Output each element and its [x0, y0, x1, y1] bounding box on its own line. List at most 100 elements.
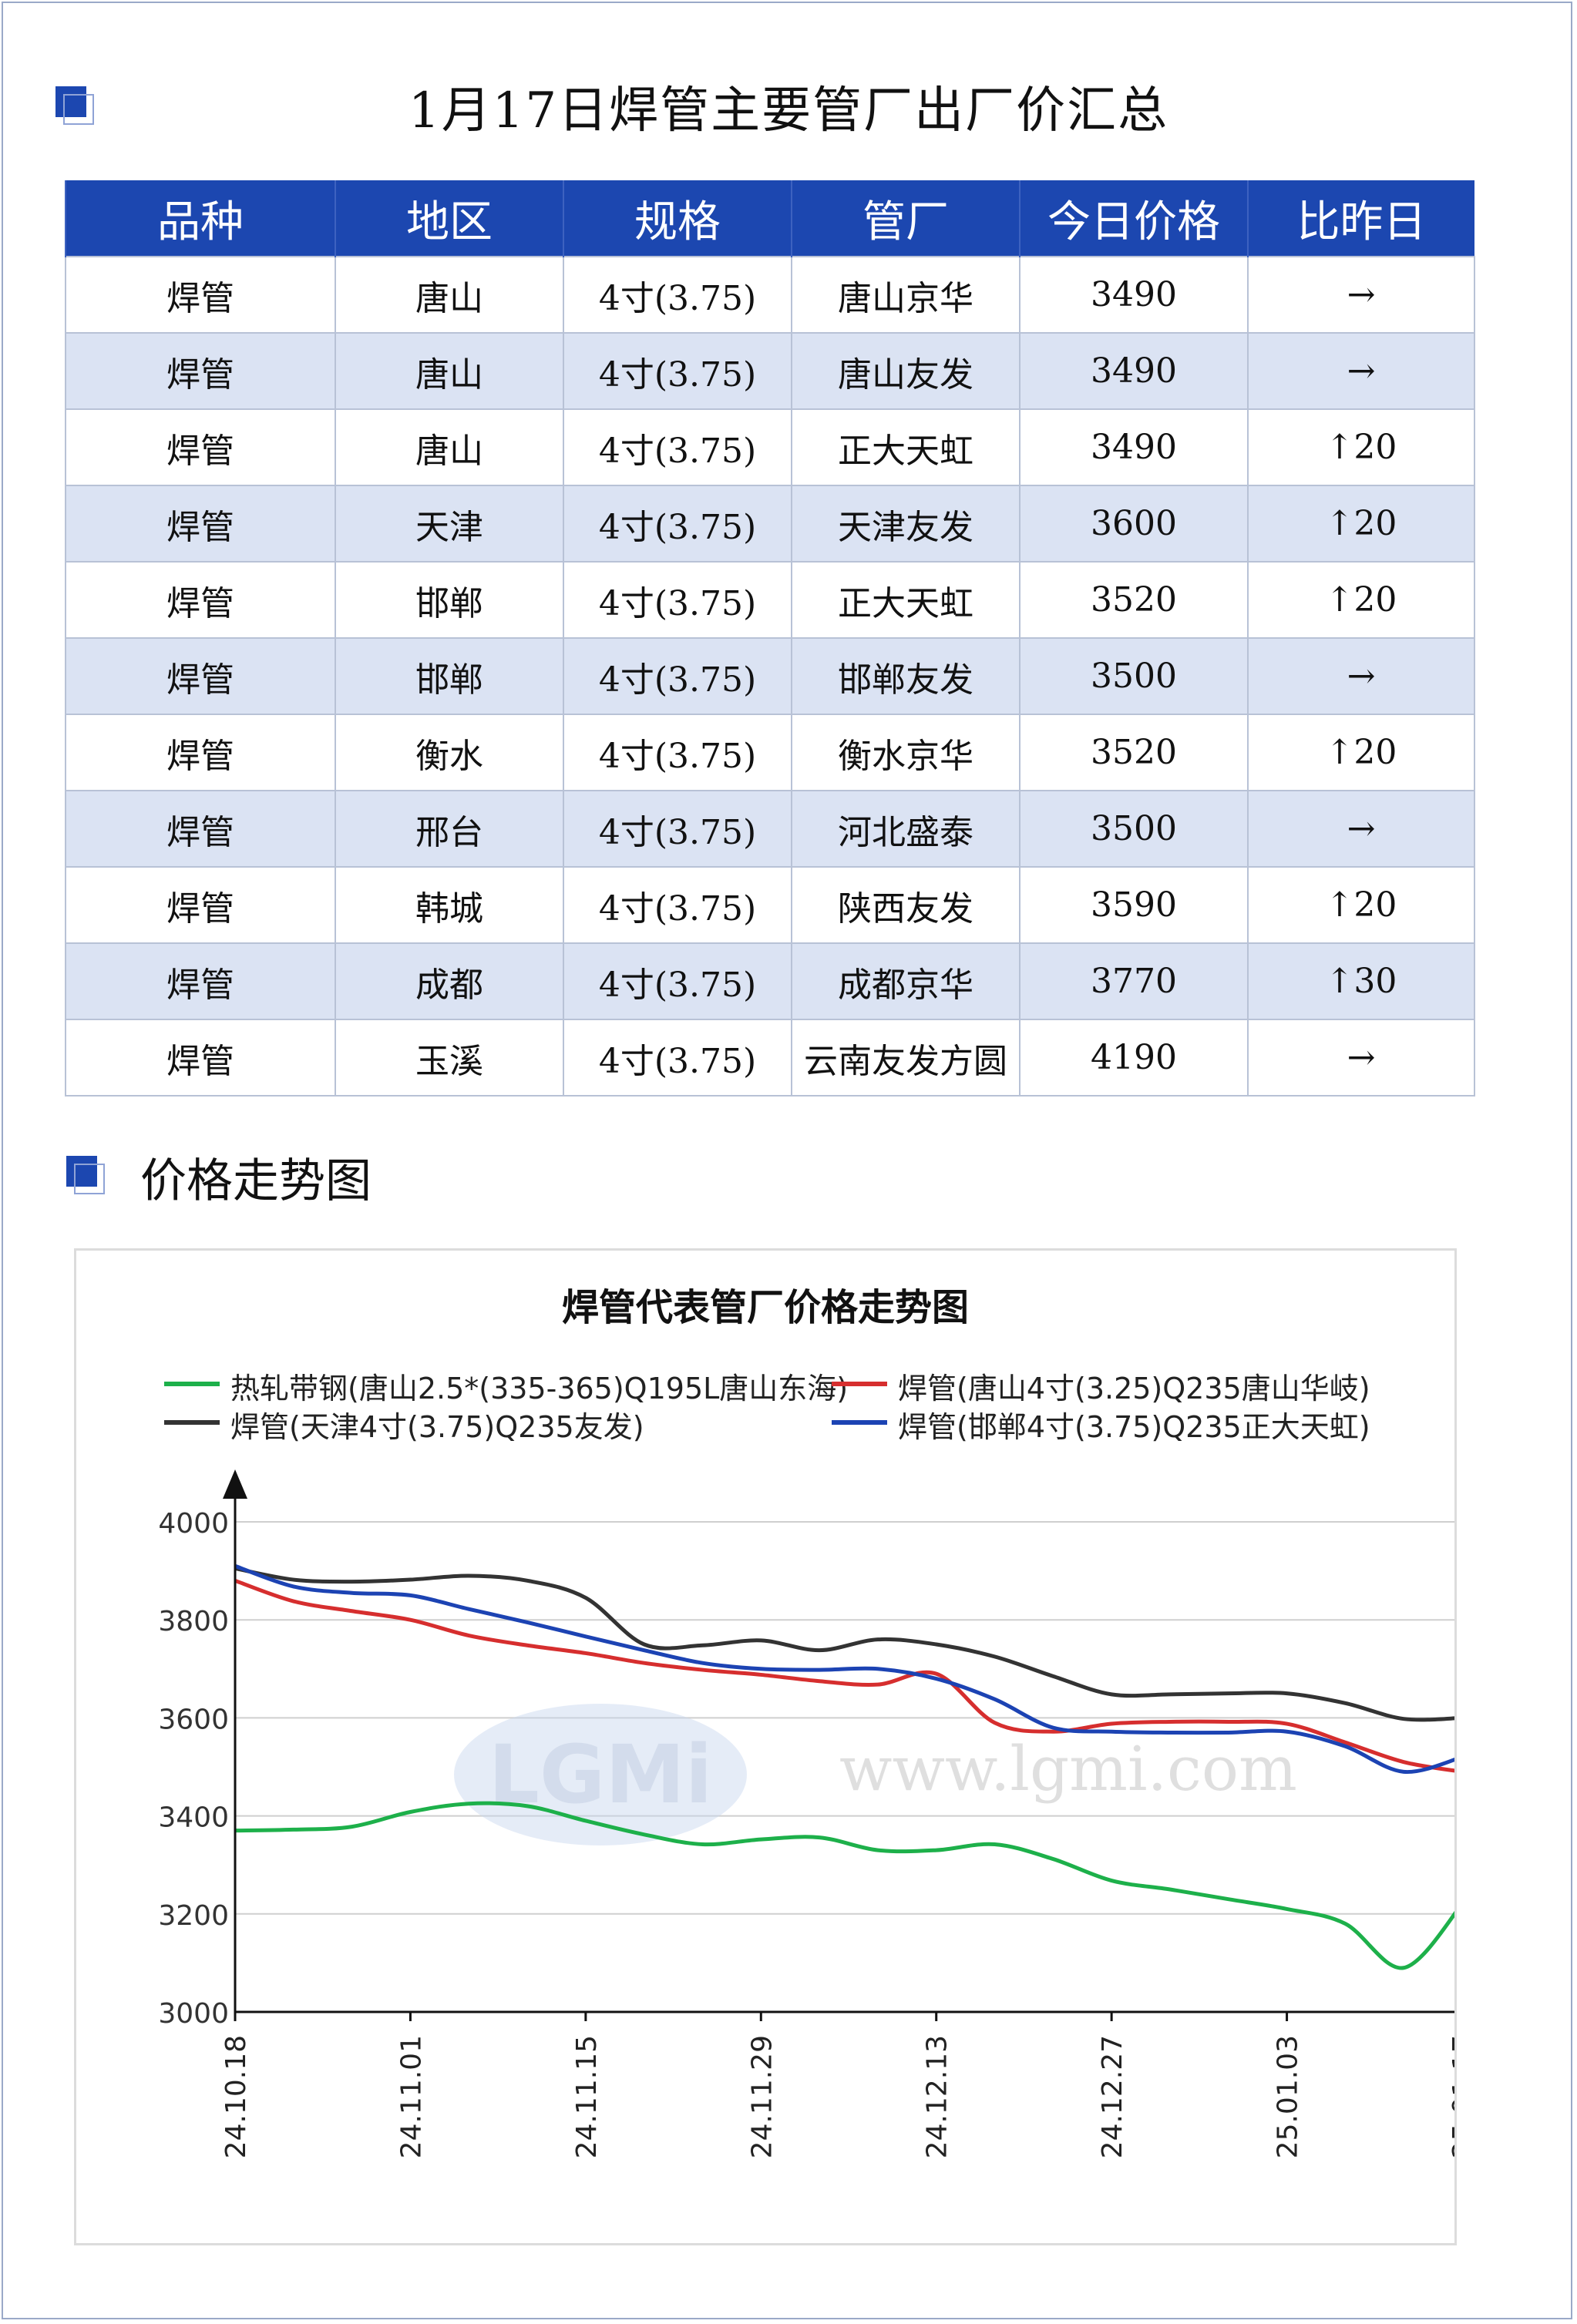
y-tick-label: 3600	[158, 1704, 229, 1735]
watermark: LGMi www.lgmi.com	[454, 1704, 1297, 1845]
cell-mill: 陕西友发	[791, 866, 1021, 944]
x-tick-label: 24.12.13	[922, 2035, 953, 2158]
cell-change: →	[1247, 1019, 1475, 1097]
chart-panel: 焊管代表管厂价格走势图 热轧带钢(唐山2.5*(335-365)Q195L唐山东…	[74, 1248, 1457, 2245]
cell-price: 3520	[1019, 714, 1249, 791]
x-tick-label: 24.11.29	[746, 2035, 778, 2158]
table-row: 焊管 邯郸 4寸(3.75) 正大天虹 3520 ↑20	[65, 561, 1475, 639]
cell-change: →	[1247, 332, 1475, 410]
x-tick-label: 24.11.15	[571, 2035, 603, 2158]
legend-label-3: 焊管(邯郸4寸(3.75)Q235正大天虹)	[898, 1410, 1370, 1444]
cell-mill: 衡水京华	[791, 714, 1021, 791]
table-row: 焊管 邯郸 4寸(3.75) 邯郸友发 3500 →	[65, 637, 1475, 715]
cell-region: 邯郸	[335, 637, 564, 715]
cell-mill: 正大天虹	[791, 408, 1021, 486]
cell-region: 邯郸	[335, 561, 564, 639]
table-row: 焊管 衡水 4寸(3.75) 衡水京华 3520 ↑20	[65, 714, 1475, 791]
x-tick-label: 24.10.18	[220, 2035, 252, 2158]
watermark-logo-text: LGMi	[489, 1728, 713, 1822]
title-square-icon	[55, 86, 94, 125]
cell-spec: 4寸(3.75)	[563, 408, 792, 486]
cell-variety: 焊管	[65, 637, 336, 715]
cell-spec: 4寸(3.75)	[563, 561, 792, 639]
cell-region: 唐山	[335, 332, 564, 410]
cell-variety: 焊管	[65, 408, 336, 486]
cell-region: 天津	[335, 485, 564, 563]
cell-change: ↑20	[1247, 714, 1475, 791]
cell-mill: 唐山友发	[791, 332, 1021, 410]
legend-swatch-2	[164, 1420, 220, 1425]
cell-price: 3500	[1019, 790, 1249, 868]
cell-change: →	[1247, 256, 1475, 334]
cell-region: 韩城	[335, 866, 564, 944]
legend-swatch-3	[832, 1420, 887, 1425]
cell-variety: 焊管	[65, 485, 336, 563]
cell-variety: 焊管	[65, 1019, 336, 1097]
cell-spec: 4寸(3.75)	[563, 866, 792, 944]
header-spec: 规格	[563, 180, 792, 257]
cell-variety: 焊管	[65, 942, 336, 1020]
cell-spec: 4寸(3.75)	[563, 942, 792, 1020]
series-line-1	[234, 1578, 1454, 1773]
legend-label-0: 热轧带钢(唐山2.5*(335-365)Q195L唐山东海)	[230, 1372, 849, 1405]
cell-price: 3500	[1019, 637, 1249, 715]
x-tick-label: 25.01.03	[1273, 2035, 1304, 2158]
cell-price: 3490	[1019, 256, 1249, 334]
table-row: 焊管 唐山 4寸(3.75) 正大天虹 3490 ↑20	[65, 408, 1475, 486]
cell-spec: 4寸(3.75)	[563, 714, 792, 791]
cell-region: 唐山	[335, 408, 564, 486]
cell-change: ↑20	[1247, 408, 1475, 486]
cell-variety: 焊管	[65, 332, 336, 410]
legend-swatch-0	[164, 1382, 220, 1386]
cell-change: ↑20	[1247, 485, 1475, 563]
series-line-3	[234, 1563, 1454, 1774]
header-change: 比昨日	[1247, 180, 1474, 257]
y-axis-arrow-icon	[223, 1469, 247, 1499]
table-row: 焊管 韩城 4寸(3.75) 陕西友发 3590 ↑20	[65, 866, 1475, 944]
y-tick-label: 3800	[158, 1606, 229, 1637]
cell-price: 3590	[1019, 866, 1249, 944]
cell-price: 3600	[1019, 485, 1249, 563]
cell-spec: 4寸(3.75)	[563, 790, 792, 868]
watermark-logo-icon	[454, 1704, 747, 1845]
cell-variety: 焊管	[65, 256, 336, 334]
cell-variety: 焊管	[65, 714, 336, 791]
table-row: 焊管 成都 4寸(3.75) 成都京华 3770 ↑30	[65, 942, 1475, 1020]
cell-mill: 河北盛泰	[791, 790, 1021, 868]
header-mill: 管厂	[791, 180, 1020, 257]
section-title: 价格走势图	[140, 1154, 372, 1208]
header-variety: 品种	[65, 180, 335, 257]
cell-region: 成都	[335, 942, 564, 1020]
table-row: 焊管 唐山 4寸(3.75) 唐山友发 3490 →	[65, 332, 1475, 410]
header-region: 地区	[335, 180, 563, 257]
cell-price: 3490	[1019, 332, 1249, 410]
cell-variety: 焊管	[65, 790, 336, 868]
cell-region: 邢台	[335, 790, 564, 868]
cell-change: ↑30	[1247, 942, 1475, 1020]
header-price: 今日价格	[1019, 180, 1248, 257]
cell-mill: 邯郸友发	[791, 637, 1021, 715]
price-table: 品种 地区 规格 管厂 今日价格 比昨日 焊管 唐山 4寸(3.75) 唐山京华 349…	[65, 180, 1475, 1097]
x-tick-label: 24.12.27	[1097, 2035, 1128, 2158]
table-row: 焊管 唐山 4寸(3.75) 唐山京华 3490 →	[65, 256, 1475, 334]
y-tick-label: 4000	[158, 1508, 229, 1540]
y-tick-label: 3400	[158, 1802, 229, 1834]
section-square-icon	[66, 1156, 105, 1194]
cell-region: 玉溪	[335, 1019, 564, 1097]
cell-change: ↑20	[1247, 561, 1475, 639]
cell-region: 唐山	[335, 256, 564, 334]
cell-spec: 4寸(3.75)	[563, 332, 792, 410]
cell-price: 3490	[1019, 408, 1249, 486]
table-header-row: 品种 地区 规格 管厂 今日价格 比昨日	[65, 180, 1474, 257]
cell-change: ↑20	[1247, 866, 1475, 944]
cell-change: →	[1247, 790, 1475, 868]
cell-change: →	[1247, 637, 1475, 715]
cell-mill: 正大天虹	[791, 561, 1021, 639]
cell-spec: 4寸(3.75)	[563, 637, 792, 715]
line-chart: 3000 3200 3400 3600 3800 4000 LGMi www.lgmi.com…	[158, 1469, 1454, 2158]
legend-swatch-1	[832, 1382, 887, 1386]
cell-mill: 云南友发方圆	[791, 1019, 1021, 1097]
table-row: 焊管 邢台 4寸(3.75) 河北盛泰 3500 →	[65, 790, 1475, 868]
y-tick-label: 3200	[158, 1900, 229, 1932]
